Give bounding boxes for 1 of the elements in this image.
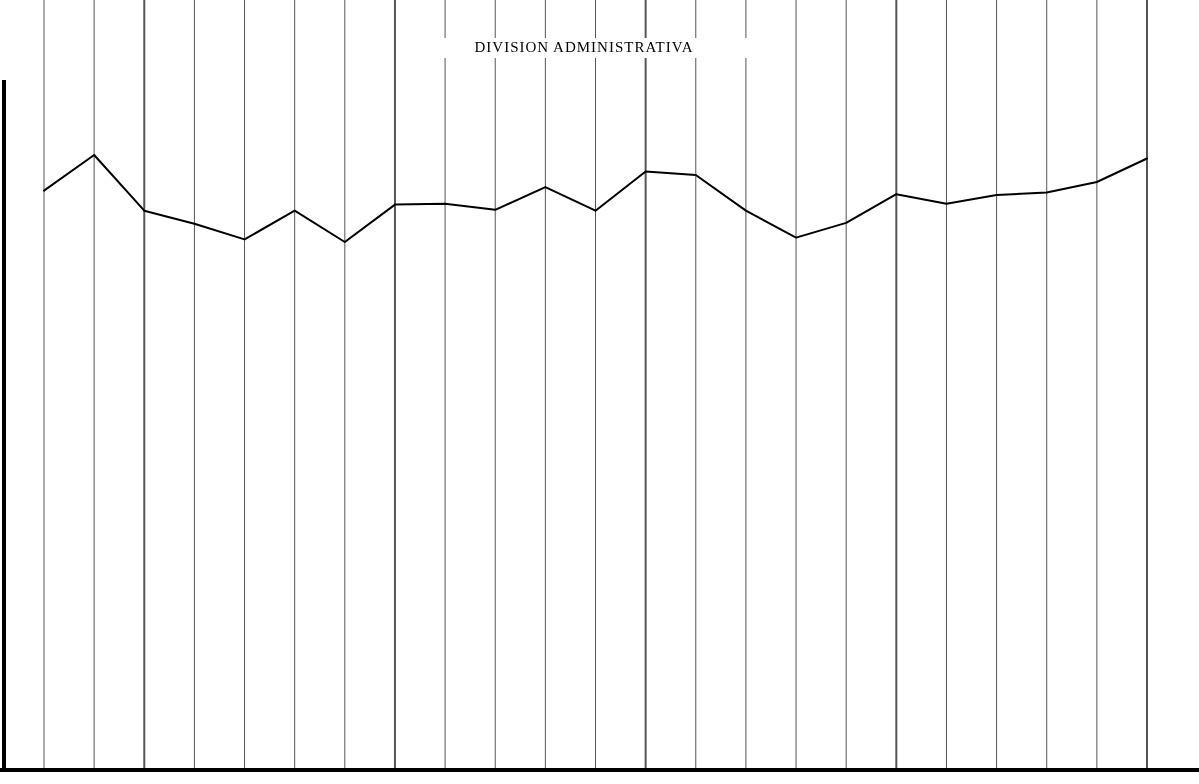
chart-title: DIVISION ADMINISTRATIVA	[474, 39, 694, 55]
